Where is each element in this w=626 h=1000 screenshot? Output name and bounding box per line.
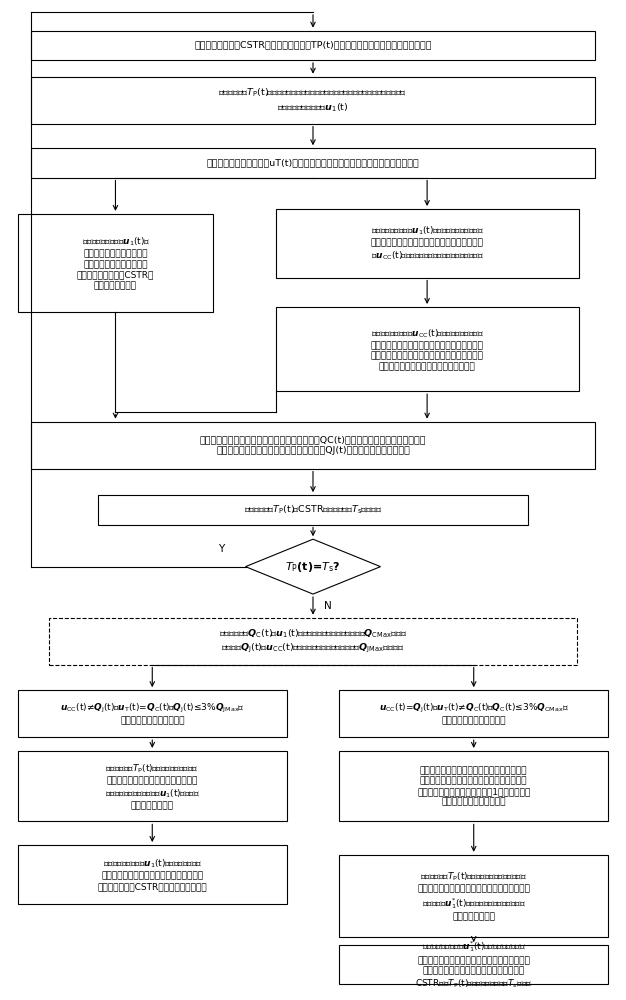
Text: 蛇管流量检测装置检测蛇管换热器载热介质流量QC(t)并实时传输给容错控制器；夹套
流量检测装置检测夹套换热器载热介质流量QJ(t)并实时传输给容错控制器: 蛇管流量检测装置检测蛇管换热器载热介质流量QC(t)并实时传输给容错控制器；夹套… — [200, 435, 426, 455]
Text: 温度控制器发送控制信号uT(t)给蛇管流量调节阀、蛇管流量控制器和容错控制器: 温度控制器发送控制信号uT(t)给蛇管流量调节阀、蛇管流量控制器和容错控制器 — [207, 158, 419, 167]
Bar — [49, 618, 577, 665]
Bar — [18, 690, 287, 737]
Bar — [275, 307, 578, 391]
Bar — [339, 690, 608, 737]
Text: 夹套流量调节阀根据$\boldsymbol{u}_{1}^{*}$(t)调节开度，实现对流
入夹套换热器中的载热介质流量的控制，由夹套
换热器单独承担全部换热负: 夹套流量调节阀根据$\boldsymbol{u}_{1}^{*}$(t)调节开度… — [415, 940, 532, 990]
Bar — [31, 31, 595, 60]
Bar — [275, 209, 578, 278]
Bar — [18, 751, 287, 821]
Bar — [339, 945, 608, 984]
Text: 蛇管流量调节阀根据$\boldsymbol{u}_{1}$(t)调
节开度，实现对流入蛇管换
热器中的载热介质流量的控
制，由蛇管换热器对CSTR的
温度进行快: 蛇管流量调节阀根据$\boldsymbol{u}_{1}$(t)调 节开度，实现… — [77, 236, 154, 290]
Text: 容错控制器输出控制温度控制器停止控制盘管
流量调节阀的控制信号给温度控制器，并输出
将盘管流量控制器调整为系数为1的比例环节的
控制信号给盘管流量控制器: 容错控制器输出控制温度控制器停止控制盘管 流量调节阀的控制信号给温度控制器，并输… — [417, 766, 530, 806]
Text: $\boldsymbol{u}_{\rm CC}$(t)≠$\boldsymbol{Q}_{\rm J}$(t)，$\boldsymbol{u}_{\rm T}: $\boldsymbol{u}_{\rm CC}$(t)≠$\boldsymbo… — [60, 702, 245, 725]
Bar — [339, 855, 608, 937]
Text: 蛇管流量调节阀根据$\boldsymbol{u}_{1}$(t)调节开度，实现对
流入蛇管换热器中的载热介质流量的控制，
由蛇管换热器对CSTR的温度进行快速控: 蛇管流量调节阀根据$\boldsymbol{u}_{1}$(t)调节开度，实现对… — [98, 858, 207, 891]
Text: 蛇管流量控制器接收$\boldsymbol{u}_{1}$(t)并分析处理，得出对流入
蛇管换热器中的载热介质流量进行控制的控制信
号$\boldsymbol{: 蛇管流量控制器接收$\boldsymbol{u}_{1}$(t)并分析处理，得出… — [371, 225, 484, 262]
Text: 容错控制器将$\boldsymbol{Q}_{\rm C}$(t)与$\boldsymbol{u}_{1}$(t)和蛇管换热器载热介质最大流量$\boldsym: 容错控制器将$\boldsymbol{Q}_{\rm C}$(t)与$\bold… — [219, 627, 407, 655]
Bar — [339, 751, 608, 821]
Text: $\boldsymbol{u}_{\rm CC}$(t)=$\boldsymbol{Q}_{\rm J}$(t)，$\boldsymbol{u}_{\rm T}: $\boldsymbol{u}_{\rm CC}$(t)=$\boldsymbo… — [379, 702, 568, 725]
Text: $\mathit{T}_{\rm P}$(t)=$\mathit{T}_{\rm s}$?: $\mathit{T}_{\rm P}$(t)=$\mathit{T}_{\rm… — [285, 560, 341, 574]
Bar — [31, 148, 595, 178]
Text: Y: Y — [218, 544, 224, 554]
Text: N: N — [324, 601, 332, 611]
Text: 温度控制器对$\mathit{T}_{\rm P}$(t)进行实时采集及分析处
理，得出对流入蛇管换热器中的载热介
质流量进行控制的控制信号$\boldsymb: 温度控制器对$\mathit{T}_{\rm P}$(t)进行实时采集及分析处 … — [105, 762, 200, 810]
Text: 温度检测装置检测CSTR实际反应温度信号TP(t)并实时传输给温度控制器和容错控制器: 温度检测装置检测CSTR实际反应温度信号TP(t)并实时传输给温度控制器和容错控… — [194, 41, 432, 50]
Bar — [18, 214, 213, 312]
Bar — [98, 495, 528, 524]
Bar — [31, 77, 595, 124]
Text: 温度控制器对$\mathit{T}_{\rm P}$(t)进行实时采集及分析处理，得
出对流入夹套换热器中的载热介质流量进行控制
的控制信号$\boldsymb: 温度控制器对$\mathit{T}_{\rm P}$(t)进行实时采集及分析处理… — [418, 871, 530, 921]
Bar — [31, 422, 595, 469]
Bar — [18, 845, 287, 904]
Text: 夹套流量调节阀根据$\boldsymbol{u}_{\rm CC}$(t)调节开度，实现对流入
夹套换热器中的载热介质流量的控制，由夹套换
热器逐渐替代蛇管换热: 夹套流量调节阀根据$\boldsymbol{u}_{\rm CC}$(t)调节开… — [371, 327, 484, 371]
Text: 温度控制器对$\mathit{T}_{\rm P}$(t)进行实时采集及分析处理，得出对流入蛇管换热器中的载热介质流
量进行控制的控制信号$\boldsymbo: 温度控制器对$\mathit{T}_{\rm P}$(t)进行实时采集及分析处理… — [218, 87, 408, 114]
Text: 容错控制器将$\mathit{T}_{\rm P}$(t)与CSTR温度设定信号$\mathit{T}_{\rm s}$进行比对: 容错控制器将$\mathit{T}_{\rm P}$(t)与CSTR温度设定信号… — [244, 504, 382, 516]
Polygon shape — [245, 539, 381, 594]
